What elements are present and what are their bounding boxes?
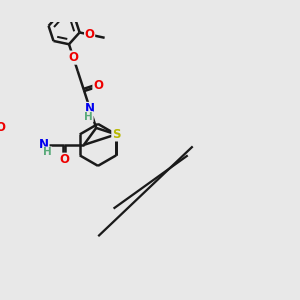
Text: O: O — [68, 51, 78, 64]
Text: O: O — [0, 121, 5, 134]
Text: O: O — [59, 153, 69, 166]
Text: N: N — [85, 102, 95, 116]
Text: S: S — [112, 128, 120, 141]
Text: N: N — [39, 138, 49, 152]
Text: O: O — [93, 79, 103, 92]
Text: O: O — [85, 28, 94, 41]
Text: H: H — [84, 112, 93, 122]
Text: H: H — [43, 147, 52, 157]
